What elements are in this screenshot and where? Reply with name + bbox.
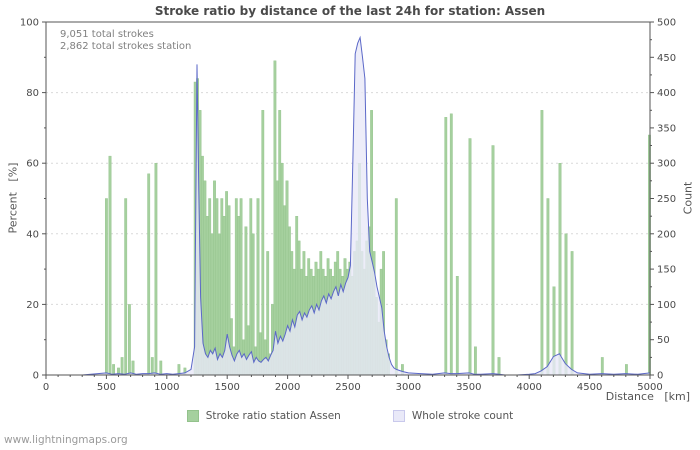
tick-label: 4500 — [577, 382, 602, 393]
tick-label: 40 — [26, 229, 39, 240]
legend-label-whole-stroke-count: Whole stroke count — [411, 410, 514, 422]
bar — [154, 162, 158, 376]
legend-item-stroke-ratio: Stroke ratio station Assen — [186, 410, 341, 422]
tick-label: 0 — [33, 371, 39, 382]
tick-label: 350 — [657, 123, 676, 134]
bar — [104, 198, 108, 376]
bar — [564, 233, 568, 376]
axis-tick-labels: 0 500 1000 1500 2000 2500 3000 3500 4000 4500 5000… — [20, 18, 676, 394]
tick-label: 250 — [657, 194, 676, 205]
bar — [449, 113, 453, 376]
tick-label: 3000 — [396, 382, 421, 393]
tick-label: 200 — [657, 229, 676, 240]
bar — [455, 276, 459, 376]
bar — [120, 357, 124, 376]
bar — [546, 198, 550, 376]
bar — [558, 162, 562, 376]
bar — [124, 198, 128, 376]
bar — [600, 357, 604, 376]
bar — [249, 198, 253, 376]
bar — [273, 60, 277, 376]
bar — [208, 198, 212, 376]
bar — [444, 117, 448, 376]
tick-label: 0 — [657, 371, 663, 382]
tick-label: 300 — [657, 159, 676, 170]
bar — [239, 198, 243, 376]
bar — [159, 360, 163, 376]
bar — [266, 251, 270, 376]
watermark: www.lightningmaps.org — [4, 434, 128, 446]
bar — [244, 226, 248, 376]
bar — [491, 145, 495, 376]
x-axis-label: Distance [km] — [605, 390, 690, 403]
tick-label: 1000 — [154, 382, 179, 393]
bar — [215, 198, 219, 376]
tick-label: 500 — [97, 382, 116, 393]
tick-label: 2500 — [335, 382, 360, 393]
bar — [474, 346, 477, 376]
chart-title: Stroke ratio by distance of the last 24h… — [154, 4, 546, 18]
bar — [570, 251, 574, 376]
tick-label: 80 — [26, 88, 39, 99]
bar — [497, 357, 501, 376]
legend-label-stroke-ratio: Stroke ratio station Assen — [205, 410, 341, 422]
bar — [127, 304, 131, 376]
legend: Stroke ratio station Assen Whole stroke … — [0, 410, 700, 422]
bar — [150, 357, 154, 376]
legend-item-whole-stroke-count: Whole stroke count — [392, 410, 514, 422]
tick-label: 3500 — [456, 382, 481, 393]
tick-label: 5000 — [637, 382, 662, 393]
legend-swatch-stroke-ratio — [186, 410, 199, 422]
bar — [540, 110, 544, 376]
tick-label: 400 — [657, 88, 676, 99]
tick-label: 2000 — [275, 382, 300, 393]
bar — [261, 110, 265, 376]
annotation-total-strokes: 9,051 total strokes — [60, 29, 154, 40]
y-right-axis-label: Count — [681, 181, 695, 215]
tick-label: 50 — [657, 335, 670, 346]
bar — [468, 138, 472, 376]
tick-label: 150 — [657, 265, 676, 276]
tick-label: 1500 — [214, 382, 239, 393]
y-left-axis-label: Percent [%] — [6, 162, 20, 234]
bar — [234, 198, 238, 376]
tick-label: 500 — [657, 18, 676, 29]
tick-label: 450 — [657, 53, 676, 64]
tick-label: 4000 — [516, 382, 541, 393]
tick-label: 100 — [657, 300, 676, 311]
tick-label: 100 — [20, 18, 39, 29]
bar — [256, 198, 260, 376]
legend-swatch-whole-stroke-count — [392, 410, 405, 422]
bar — [112, 364, 116, 376]
bar — [147, 173, 151, 376]
tick-label: 0 — [43, 382, 49, 393]
bar — [205, 215, 209, 376]
tick-label: 20 — [26, 300, 39, 311]
bar — [108, 155, 112, 376]
bar — [213, 180, 216, 376]
count-line — [46, 35, 651, 376]
bar — [220, 198, 224, 376]
axis-ticks — [42, 21, 654, 379]
bar — [394, 198, 398, 376]
annotation-total-strokes-station: 2,862 total strokes station — [60, 41, 192, 52]
tick-label: 60 — [26, 159, 39, 170]
